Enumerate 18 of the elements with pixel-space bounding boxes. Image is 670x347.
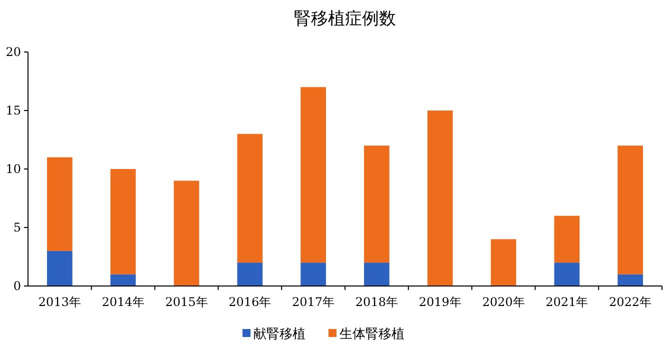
legend-label: 生体腎移植 (340, 327, 404, 342)
x-tick-label: 2018年 (355, 295, 398, 309)
x-tick-label: 2015年 (165, 295, 208, 309)
x-tick-label: 2019年 (418, 295, 462, 309)
y-tick-label: 10 (6, 162, 21, 176)
y-tick-label: 20 (6, 45, 21, 59)
chart-title: 腎移植症例数 (294, 9, 396, 29)
x-tick-label: 2014年 (102, 295, 144, 309)
y-tick-label: 15 (6, 104, 21, 118)
x-tick-label: 2013年 (38, 295, 81, 309)
x-tick-label: 2020年 (482, 295, 525, 309)
x-tick-label: 2016年 (228, 295, 272, 309)
x-tick-label: 2022年 (609, 295, 652, 309)
x-tick-label: 2021年 (546, 295, 588, 309)
y-tick-label: 0 (13, 279, 21, 293)
x-tick-label: 2017年 (292, 295, 335, 309)
y-tick-label: 5 (13, 220, 21, 234)
legend-label: 献腎移植 (254, 327, 306, 342)
